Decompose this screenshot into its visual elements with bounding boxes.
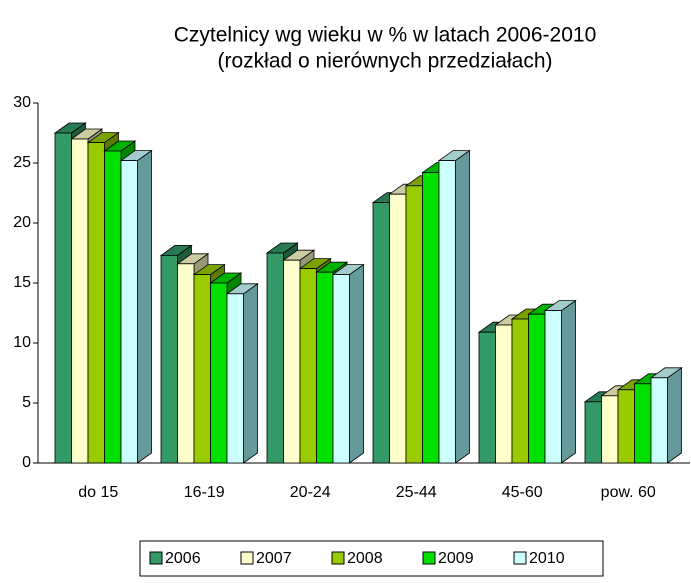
bar-front xyxy=(495,324,513,464)
bar-side xyxy=(243,283,258,464)
bar-side xyxy=(455,149,470,464)
legend-swatch xyxy=(240,551,254,565)
bar xyxy=(437,149,471,464)
bar-front xyxy=(104,150,122,464)
legend-label: 2006 xyxy=(165,550,201,567)
bar-front xyxy=(316,271,334,464)
bar-front xyxy=(226,293,244,464)
x-tick-label: 25-44 xyxy=(396,484,437,501)
bar xyxy=(225,283,259,464)
chart-subtitle: (rozkład o nierównych przedziałach) xyxy=(218,50,553,73)
bar-front xyxy=(193,274,211,464)
legend-label: 2007 xyxy=(256,550,292,567)
bar-front xyxy=(601,395,619,464)
bar xyxy=(331,263,365,464)
bar xyxy=(119,149,153,464)
bar-front xyxy=(332,274,350,464)
bar-front xyxy=(160,254,178,464)
bar-front xyxy=(389,193,407,464)
bar-front xyxy=(478,331,496,464)
bar-side xyxy=(667,367,682,464)
bar-front xyxy=(71,138,89,464)
bar-front xyxy=(617,389,635,464)
bar-side xyxy=(137,149,152,464)
y-tick-label: 25 xyxy=(13,154,31,171)
bar xyxy=(649,367,683,464)
bar-front xyxy=(438,160,456,464)
x-tick-label: 16-19 xyxy=(184,484,225,501)
bar-front xyxy=(120,160,138,464)
bar-front xyxy=(511,318,529,464)
legend-swatch xyxy=(513,551,527,565)
chart-title: Czytelnicy wg wieku w % w latach 2006-20… xyxy=(174,24,597,47)
bar-front xyxy=(54,132,72,464)
y-tick-label: 10 xyxy=(13,334,31,351)
y-tick-label: 30 xyxy=(13,94,31,111)
bar-front xyxy=(405,185,423,464)
x-tick-label: 45-60 xyxy=(502,484,543,501)
legend-swatch xyxy=(149,551,163,565)
legend-label: 2010 xyxy=(529,550,565,567)
y-tick-label: 20 xyxy=(13,214,31,231)
bar xyxy=(543,299,577,464)
bar-front xyxy=(87,142,105,464)
legend-label: 2008 xyxy=(347,550,383,567)
bar-front xyxy=(299,268,317,464)
y-tick-label: 5 xyxy=(22,394,31,411)
bar-front xyxy=(177,263,195,464)
bar-front xyxy=(544,310,562,464)
legend-swatch xyxy=(422,551,436,565)
legend-label: 2009 xyxy=(438,550,474,567)
x-tick-label: do 15 xyxy=(78,484,118,501)
bar-front xyxy=(283,259,301,464)
y-tick-label: 0 xyxy=(22,454,31,471)
bar-side xyxy=(349,263,364,464)
bar-front xyxy=(650,377,668,464)
bar-front xyxy=(528,313,546,464)
bar-front xyxy=(634,383,652,464)
bar-side xyxy=(561,299,576,464)
bar-front xyxy=(266,252,284,464)
bar-front xyxy=(210,282,228,464)
legend-swatch xyxy=(331,551,345,565)
y-tick-label: 15 xyxy=(13,274,31,291)
bar-front xyxy=(584,401,602,464)
x-tick-label: pow. 60 xyxy=(601,484,656,501)
bar-front xyxy=(372,202,390,464)
x-tick-label: 20-24 xyxy=(290,484,331,501)
bar-front xyxy=(422,172,440,464)
